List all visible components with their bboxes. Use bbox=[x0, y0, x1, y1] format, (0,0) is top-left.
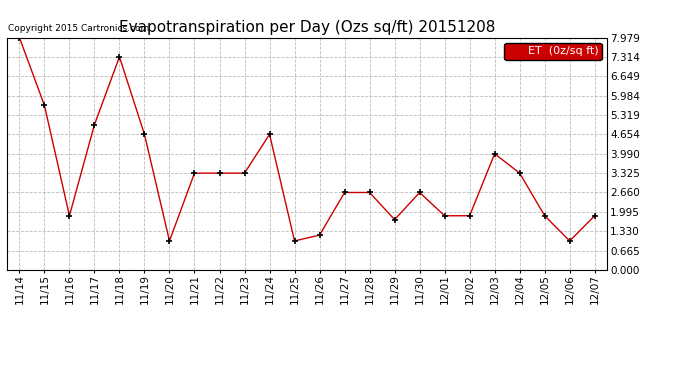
Title: Evapotranspiration per Day (Ozs sq/ft) 20151208: Evapotranspiration per Day (Ozs sq/ft) 2… bbox=[119, 20, 495, 35]
Legend: ET  (0z/sq ft): ET (0z/sq ft) bbox=[504, 43, 602, 60]
Text: Copyright 2015 Cartronics.com: Copyright 2015 Cartronics.com bbox=[8, 24, 149, 33]
